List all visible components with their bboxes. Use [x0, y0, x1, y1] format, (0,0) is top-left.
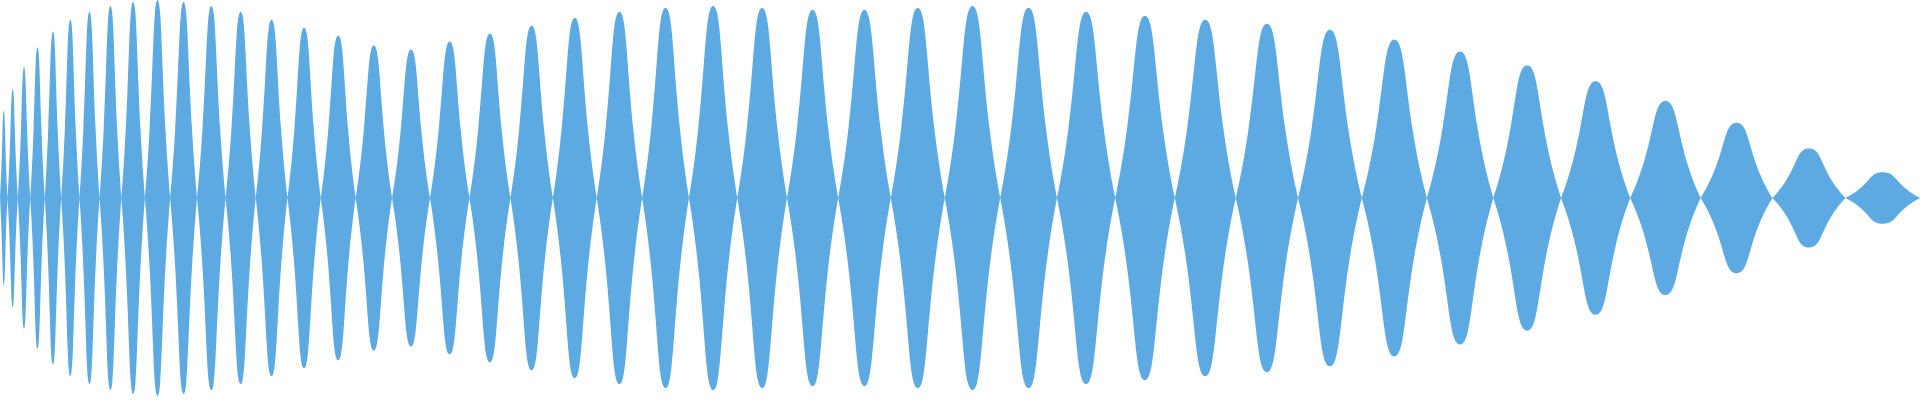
- waveform-lobe: [44, 31, 62, 365]
- waveform-lobe: [596, 11, 643, 385]
- waveform-lobe: [1772, 148, 1846, 248]
- waveform-lobe: [7, 89, 18, 307]
- waveform-lobe: [642, 7, 689, 389]
- waveform-lobe: [890, 7, 945, 389]
- waveform-lobe: [121, 1, 145, 395]
- waveform-lobe: [1845, 172, 1920, 224]
- waveform-lobe: [1630, 100, 1701, 296]
- waveform-lobe: [355, 45, 393, 351]
- waveform-lobe: [737, 7, 787, 389]
- waveform-lobe: [144, 0, 171, 396]
- waveform-lobe: [392, 49, 430, 347]
- waveform-lobe: [17, 67, 31, 329]
- waveform-lobe: [1056, 11, 1116, 385]
- waveform-lobe: [1235, 23, 1299, 373]
- waveform-lobe: [469, 33, 511, 363]
- waveform-lobe: [197, 5, 226, 391]
- waveform-lobe: [79, 11, 100, 385]
- waveform-lobe: [787, 9, 839, 387]
- waveform-lobe: [1561, 81, 1631, 315]
- waveform-lobe: [1700, 122, 1773, 274]
- waveform-lobe: [1115, 15, 1175, 381]
- waveform-lobe: [170, 1, 198, 395]
- waveform-lobe: [552, 17, 597, 379]
- waveform-lobe: [838, 9, 891, 387]
- waveform-lobe: [1426, 51, 1494, 345]
- waveform-lobe: [944, 5, 1001, 391]
- waveform-lobe: [1298, 29, 1362, 367]
- waveform-lobe: [61, 19, 80, 377]
- waveform-lobe: [287, 27, 321, 369]
- waveform-lobe: [1000, 7, 1057, 389]
- waveform-lobe: [255, 19, 288, 377]
- waveform-lobe: [320, 35, 356, 361]
- waveform-lobe: [225, 11, 256, 385]
- waveform-lobe: [0, 110, 8, 286]
- waveform-lobe: [688, 5, 738, 391]
- waveform-lobe: [1493, 65, 1562, 331]
- waveform-lobe: [1174, 19, 1236, 377]
- waveform-lobe: [30, 47, 45, 349]
- waveform-lobe: [1361, 39, 1427, 357]
- waveform-lobe: [429, 41, 470, 355]
- waveform-lobe: [99, 5, 122, 391]
- waveform-lobe: [510, 25, 553, 371]
